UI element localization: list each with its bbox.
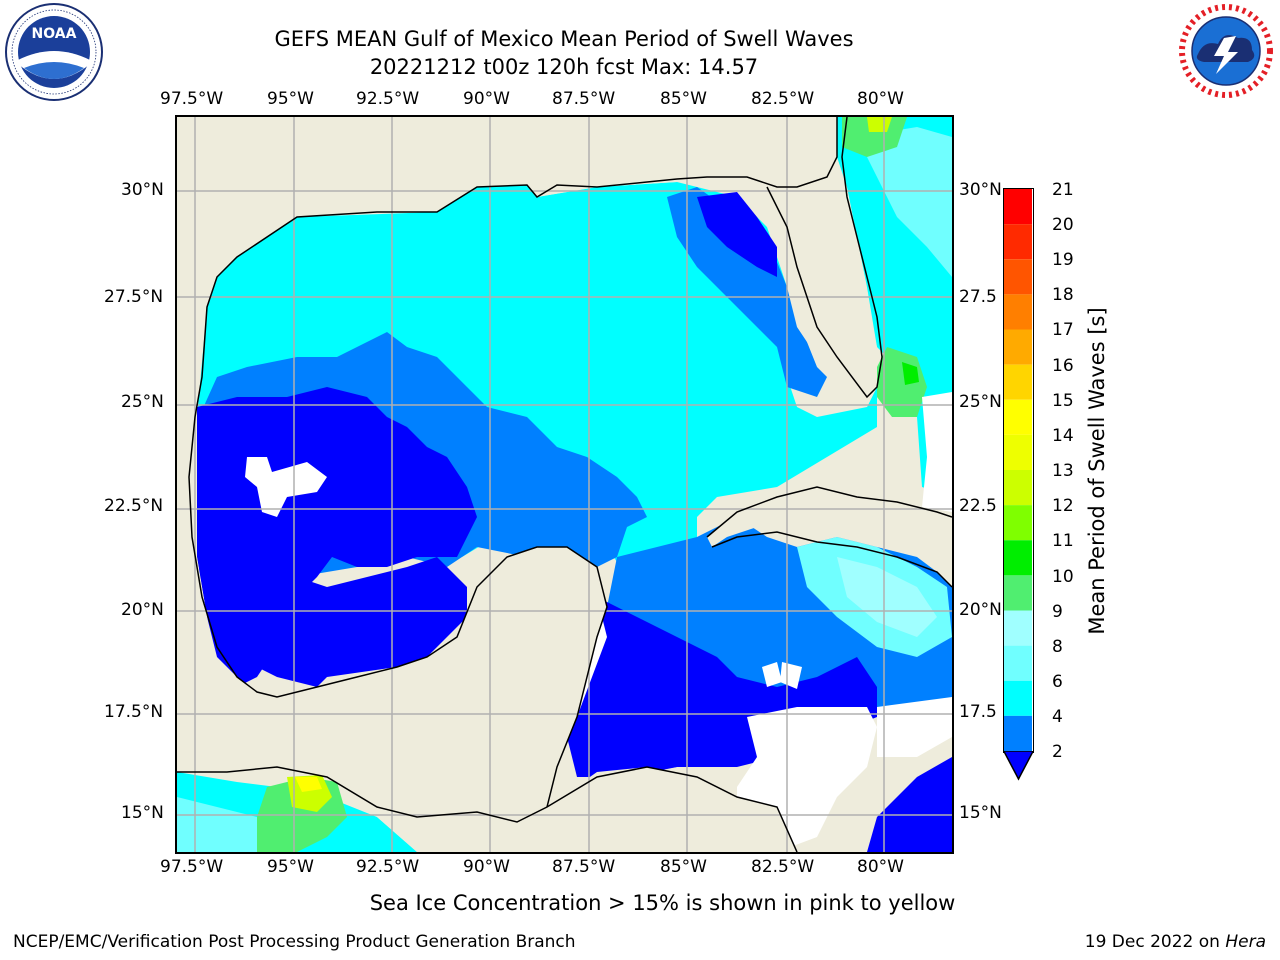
lon-label-top: 95°W — [267, 89, 314, 109]
colorbar-tick: 8 — [1052, 637, 1063, 657]
land-florida — [767, 177, 877, 407]
land-central-america — [377, 767, 797, 852]
footer-left: NCEP/EMC/Verification Post Processing Pr… — [13, 932, 576, 952]
land-cuba — [707, 487, 952, 587]
colorbar-tick: 13 — [1052, 461, 1074, 481]
missing-east-bahamas — [922, 392, 952, 512]
lon-label-top: 92.5°W — [356, 89, 420, 109]
footer-right: 19 Dec 2022 on Hera — [1085, 932, 1266, 952]
band-below-2s-se — [867, 757, 952, 852]
colorbar — [1003, 188, 1034, 753]
nws-logo — [1176, 2, 1276, 100]
lat-label-right: 25°N — [959, 392, 1002, 412]
lat-label-left: 25°N — [121, 392, 164, 412]
atlantic-6-8s — [857, 127, 952, 277]
colorbar-tick: 6 — [1052, 672, 1063, 692]
colorbar-tick: 16 — [1052, 356, 1074, 376]
coastlines — [177, 117, 952, 852]
colorbar-tick: 12 — [1052, 496, 1074, 516]
colorbar-tick: 20 — [1052, 215, 1074, 235]
land-us-coast — [177, 117, 837, 417]
lat-label-left: 17.5°N — [104, 702, 164, 722]
lon-label-bottom: 87.5°W — [552, 857, 616, 877]
land-mexico-west — [177, 417, 607, 817]
bahamas-green — [877, 347, 927, 417]
lat-label-right: 30°N — [959, 180, 1002, 200]
pacific-light — [177, 797, 267, 852]
lon-label-bottom: 80°W — [857, 857, 904, 877]
colorbar-extend-arrow — [1003, 751, 1034, 781]
missing-islands-2 — [780, 662, 802, 689]
lon-label-bottom: 85°W — [660, 857, 707, 877]
colorbar-tick: 4 — [1052, 707, 1063, 727]
swell-period-map — [175, 115, 954, 854]
lat-label-left: 30°N — [121, 180, 164, 200]
page-subtitle: 20221212 t00z 120h fcst Max: 14.57 — [369, 55, 759, 79]
lon-label-bottom: 90°W — [463, 857, 510, 877]
colorbar-tick: 19 — [1052, 250, 1074, 270]
lat-label-right: 17.5 — [959, 702, 997, 722]
colorbar-label: Mean Period of Swell Waves [s] — [1085, 307, 1109, 635]
colorbar-tick: 17 — [1052, 320, 1074, 340]
pacific-yellowgreen — [287, 775, 332, 812]
band-below-2s-florida — [697, 192, 777, 277]
footer-machine: Hera — [1225, 932, 1266, 952]
page-title: GEFS MEAN Gulf of Mexico Mean Period of … — [274, 27, 854, 51]
lat-label-right: 15°N — [959, 803, 1002, 823]
sea-ice-caption: Sea Ice Concentration > 15% is shown in … — [369, 891, 956, 915]
lat-label-left: 27.5°N — [104, 287, 164, 307]
noaa-logo-text: NOAA — [32, 26, 77, 42]
lon-label-top: 82.5°W — [751, 89, 815, 109]
lon-label-top: 85°W — [660, 89, 707, 109]
lat-label-left: 22.5°N — [104, 496, 164, 516]
lon-label-top: 80°W — [857, 89, 904, 109]
colorbar-tick: 11 — [1052, 531, 1074, 551]
colorbar-tick: 14 — [1052, 426, 1074, 446]
band-below-2s-shelf — [217, 537, 467, 687]
band-8-9s-caribbean — [837, 557, 937, 637]
lat-label-right: 22.5 — [959, 496, 997, 516]
footer-date: 19 Dec 2022 on — [1084, 932, 1226, 952]
colorbar-tick: 9 — [1052, 602, 1063, 622]
noaa-logo: NOAA — [4, 2, 104, 102]
missing-west-gulf — [245, 457, 327, 517]
colorbar-tick: 21 — [1052, 180, 1074, 200]
colorbar-tick: 18 — [1052, 285, 1074, 305]
lon-label-top: 90°W — [463, 89, 510, 109]
atlantic-yellowgreen — [867, 117, 892, 132]
colorbar-tick: 15 — [1052, 391, 1074, 411]
map-canvas — [177, 117, 952, 852]
colorbar-tick: 2 — [1052, 742, 1063, 762]
lat-label-left: 15°N — [121, 803, 164, 823]
lat-label-right: 27.5 — [959, 287, 997, 307]
lon-label-bottom: 92.5°W — [356, 857, 420, 877]
lon-label-bottom: 95°W — [267, 857, 314, 877]
lon-label-bottom: 82.5°W — [751, 857, 815, 877]
lat-label-right: 20°N — [959, 600, 1002, 620]
graticule — [177, 117, 952, 852]
lon-label-bottom: 97.5°W — [160, 857, 224, 877]
pacific-yellow — [295, 777, 322, 792]
colorbar-tick: 10 — [1052, 567, 1074, 587]
missing-caribbean-2 — [877, 697, 952, 757]
colorbar-swatches — [1004, 189, 1032, 751]
missing-islands — [762, 662, 782, 687]
lat-label-left: 20°N — [121, 600, 164, 620]
atlantic-green — [842, 117, 907, 157]
bahamas-bright-green — [902, 362, 919, 385]
lon-label-top: 87.5°W — [552, 89, 616, 109]
lon-label-top: 97.5°W — [160, 89, 224, 109]
